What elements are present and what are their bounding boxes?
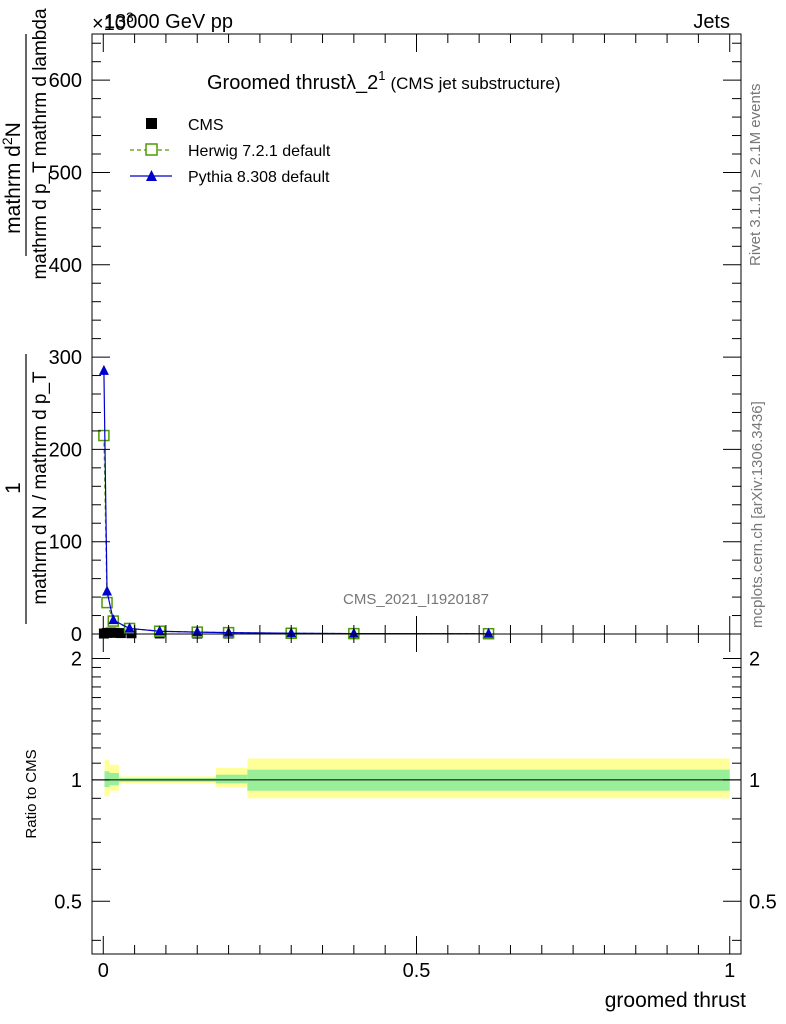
legend-label-pythia: Pythia 8.308 default [188,169,330,186]
main-y-tick-label: 200 [49,439,82,461]
x-tick-label: 0 [98,960,109,982]
chart-title: Groomed thrustλ_21 (CMS jet substructure) [207,68,560,94]
axis-ticks: 0 100 200 300 400 500 600 0 0.5 1 0.5 0.5 1 1 2 2 [49,34,777,982]
pythia-data-point [483,627,494,638]
rivet-version-label: Rivet 3.1.10, ≥ 2.1M events [747,84,764,267]
ratio-uncertainty-bands [104,758,730,799]
mcplots-label: mcplots.cern.ch [arXiv:1306.3436] [749,401,766,628]
main-y-tick-label: 100 [49,532,82,554]
herwig-data-point [101,596,113,609]
cms-data-point [115,628,126,639]
ratio-stat-band [109,773,119,786]
pythia-data-point [124,622,135,633]
ratio-y-axis-label: Ratio to CMS [23,749,40,838]
process-label: Jets [693,11,730,33]
pythia-data-point [98,364,109,375]
ratio-y-tick-label-right: 2 [749,648,760,670]
ylabel-prefix-denominator: mathrm d N / mathrm d p_T [30,371,51,605]
main-y-tick-label: 600 [49,70,82,92]
energy-label: 13000 GeV pp [104,11,233,33]
x-tick-label: 0.5 [403,960,431,982]
analysis-tag: CMS_2021_I1920187 [343,591,489,608]
main-y-tick-label: 500 [49,162,82,184]
ylabel-prefix: 1 [2,482,25,494]
ratio-y-tick-label-right: 0.5 [749,891,777,913]
legend-label-cms: CMS [188,117,224,134]
main-y-axis-label: mathrm d2N mathrm d p_T mathrm d lambda … [0,8,51,624]
main-y-tick-label: 0 [71,624,82,646]
legend-marker-herwig [145,143,158,156]
ratio-y-tick-label: 2 [71,648,82,670]
pythia-data-point [108,614,119,625]
legend-marker-pythia [146,170,157,181]
x-tick-label: 1 [724,960,735,982]
legend: CMS Herwig 7.2.1 default Pythia 8.308 de… [130,117,331,186]
pythia-data-point [154,625,165,636]
ratio-stat-band [104,771,110,788]
exponent-label: ×103 [92,9,134,35]
ylabel-denominator: mathrm d p_T mathrm d lambda [30,8,51,279]
pythia-data-point [102,585,113,596]
ratio-y-tick-label: 1 [71,770,82,792]
main-y-tick-label: 300 [49,347,82,369]
ylabel-numerator: mathrm d2N [0,122,25,234]
ratio-stat-band [216,774,248,784]
cms-data-point [109,627,120,638]
legend-marker-cms [146,118,157,129]
legend-label-herwig: Herwig 7.2.1 default [188,143,331,160]
main-y-tick-label: 400 [49,255,82,277]
ratio-y-tick-label: 0.5 [54,891,82,913]
ratio-y-tick-label-right: 1 [749,770,760,792]
x-axis-label: groomed thrust [605,989,746,1012]
herwig-data-point [98,429,110,442]
